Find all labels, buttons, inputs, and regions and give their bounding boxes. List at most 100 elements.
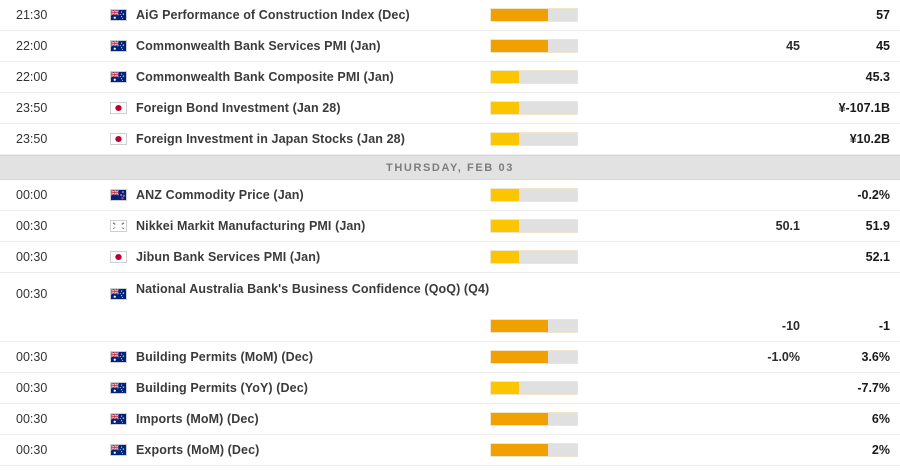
volatility-bar[interactable]	[490, 188, 578, 202]
calendar-event-row[interactable]: 00:30 Building Permits (MoM) (Dec) -1.0% 3.…	[0, 342, 900, 373]
event-actual: 3.6%	[861, 350, 891, 364]
volatility-bar-fill	[491, 413, 548, 425]
australia-flag	[110, 466, 136, 471]
calendar-event-row[interactable]: 00:30 National Australia Bank's Business …	[0, 273, 900, 342]
volatility-bar[interactable]	[490, 319, 578, 333]
volatility-bar[interactable]	[490, 250, 578, 264]
event-actual: -1	[878, 319, 890, 333]
calendar-event-row[interactable]: 22:00 Commonwealth Bank Services PMI (Jan…	[0, 31, 900, 62]
event-time: 00:30	[16, 412, 48, 426]
volatility-bar-fill	[491, 320, 548, 332]
event-actual: 45.3	[865, 70, 890, 84]
calendar-event-row[interactable]: 00:30 Trade Balance (MoM) (Dec) 9,423M	[0, 466, 900, 471]
volatility-cell	[490, 342, 700, 372]
volatility-bar[interactable]	[490, 132, 578, 146]
calendar-event-row[interactable]: 00:30 Imports (MoM) (Dec) 6%	[0, 404, 900, 435]
volatility-bar[interactable]	[490, 412, 578, 426]
volatility-cell	[490, 180, 700, 210]
volatility-bar[interactable]	[490, 101, 578, 115]
volatility-bar-fill	[491, 9, 548, 21]
event-actual: 51.9	[865, 219, 890, 233]
volatility-bar[interactable]	[490, 219, 578, 233]
south-korea-flag	[110, 211, 136, 241]
event-name[interactable]: ANZ Commodity Price (Jan)	[136, 188, 304, 202]
event-name[interactable]: Trade Balance (MoM) (Dec)	[136, 466, 490, 471]
calendar-event-row[interactable]: 00:00 ANZ Commodity Price (Jan) -0.2%	[0, 180, 900, 211]
event-name[interactable]: National Australia Bank's Business Confi…	[136, 282, 490, 296]
volatility-bar-fill	[491, 444, 548, 456]
event-actual: -0.2%	[857, 188, 890, 202]
volatility-cell	[490, 242, 700, 272]
volatility-bar[interactable]	[490, 350, 578, 364]
event-actual: 6%	[871, 412, 890, 426]
event-metrics-line: -10 -1	[0, 311, 900, 341]
event-name[interactable]: Foreign Bond Investment (Jan 28)	[136, 101, 341, 115]
event-time: 23:50	[16, 101, 48, 115]
volatility-cell	[490, 62, 700, 92]
event-time: 00:30	[16, 219, 48, 233]
event-time: 00:30	[16, 350, 48, 364]
calendar-event-row[interactable]: 00:30 Building Permits (YoY) (Dec) -7.7%	[0, 373, 900, 404]
event-actual: 45	[876, 39, 890, 53]
calendar-event-row[interactable]: 23:50 Foreign Investment in Japan Stocks …	[0, 124, 900, 155]
volatility-cell	[490, 31, 700, 61]
volatility-bar[interactable]	[490, 8, 578, 22]
volatility-bar[interactable]	[490, 443, 578, 457]
event-forecast: 50.1	[775, 219, 800, 233]
event-name[interactable]: Exports (MoM) (Dec)	[136, 443, 260, 457]
event-time: 00:00	[16, 188, 48, 202]
event-name[interactable]: Commonwealth Bank Composite PMI (Jan)	[136, 70, 394, 84]
volatility-cell	[490, 93, 700, 123]
event-actual: -7.7%	[857, 381, 890, 395]
event-forecast: 45	[786, 39, 800, 53]
new-zealand-flag	[110, 180, 136, 210]
volatility-bar[interactable]	[490, 381, 578, 395]
volatility-cell	[490, 311, 700, 341]
event-time: 00:30	[16, 287, 48, 301]
volatility-bar-fill	[491, 351, 548, 363]
event-name[interactable]: Commonwealth Bank Services PMI (Jan)	[136, 39, 381, 53]
event-name[interactable]: AiG Performance of Construction Index (D…	[136, 8, 410, 22]
calendar-event-row[interactable]: 22:00 Commonwealth Bank Composite PMI (Ja…	[0, 62, 900, 93]
volatility-cell	[490, 404, 700, 434]
event-name[interactable]: Building Permits (MoM) (Dec)	[136, 350, 314, 364]
event-time: 00:30	[16, 381, 48, 395]
event-actual: ¥10.2B	[849, 132, 890, 146]
volatility-bar-fill	[491, 251, 520, 263]
calendar-event-row[interactable]: 21:30 AiG Performance of Construction Ind…	[0, 0, 900, 31]
australia-flag	[110, 404, 136, 434]
calendar-event-row[interactable]: 00:30 Exports (MoM) (Dec) 2%	[0, 435, 900, 466]
event-time: 00:30	[0, 466, 110, 471]
event-name[interactable]: Nikkei Markit Manufacturing PMI (Jan)	[136, 219, 366, 233]
calendar-event-row[interactable]: 00:30 Nikkei Markit Manufacturing PMI (Ja…	[0, 211, 900, 242]
volatility-bar-fill	[491, 40, 548, 52]
volatility-cell	[490, 0, 700, 30]
australia-flag	[110, 435, 136, 465]
japan-flag	[110, 242, 136, 272]
event-time: 23:50	[16, 132, 48, 146]
event-time: 22:00	[16, 70, 48, 84]
volatility-cell	[490, 124, 700, 154]
calendar-event-row[interactable]: 00:30 Jibun Bank Services PMI (Jan) 52.1	[0, 242, 900, 273]
volatility-bar[interactable]	[490, 39, 578, 53]
event-actual: 52.1	[865, 250, 890, 264]
event-name[interactable]: Foreign Investment in Japan Stocks (Jan …	[136, 132, 405, 146]
volatility-cell	[490, 435, 700, 465]
day-separator: THURSDAY, FEB 03	[0, 155, 900, 180]
volatility-cell	[490, 211, 700, 241]
event-name[interactable]: Imports (MoM) (Dec)	[136, 412, 259, 426]
volatility-bar-fill	[491, 133, 520, 145]
volatility-cell	[490, 466, 700, 471]
event-name[interactable]: Jibun Bank Services PMI (Jan)	[136, 250, 321, 264]
event-actual: 57	[876, 8, 890, 22]
japan-flag	[110, 124, 136, 154]
volatility-cell	[490, 373, 700, 403]
australia-flag	[110, 373, 136, 403]
event-actual: 9,423M	[800, 466, 900, 471]
volatility-bar[interactable]	[490, 70, 578, 84]
event-name[interactable]: Building Permits (YoY) (Dec)	[136, 381, 309, 395]
event-actual: 2%	[871, 443, 890, 457]
event-time: 22:00	[16, 39, 48, 53]
calendar-event-row[interactable]: 23:50 Foreign Bond Investment (Jan 28) ¥-1…	[0, 93, 900, 124]
